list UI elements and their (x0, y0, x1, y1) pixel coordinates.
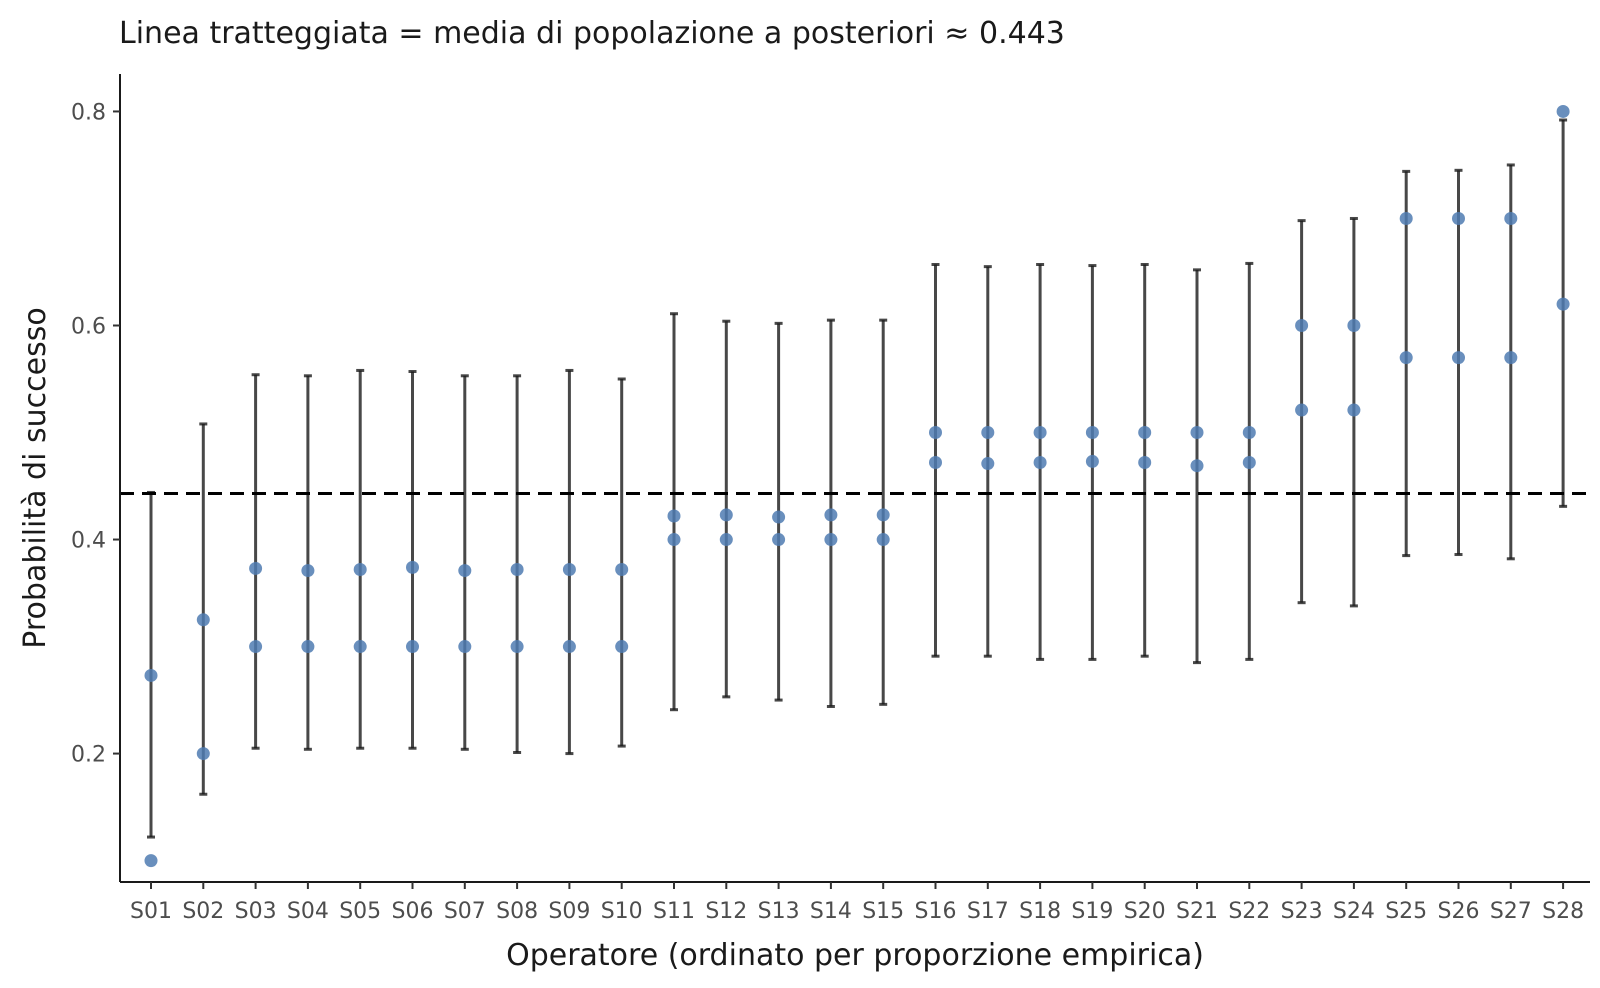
point-empirical (1399, 211, 1413, 225)
point-empirical (458, 640, 472, 654)
point-empirical (876, 533, 890, 547)
point-posterior (1242, 455, 1256, 469)
x-tick-label: S28 (1542, 899, 1584, 924)
x-tick-label: S21 (1176, 899, 1218, 924)
x-tick-label: S24 (1333, 899, 1375, 924)
point-posterior (1504, 351, 1518, 365)
y-axis-ticks: 0.2 0.4 0.6 0.8 (71, 100, 120, 768)
x-tick-label: S08 (496, 899, 538, 924)
point-empirical (667, 533, 681, 547)
point-empirical (1190, 426, 1204, 440)
point-posterior (1138, 455, 1152, 469)
point-empirical (1556, 104, 1570, 118)
point-posterior (1452, 351, 1465, 365)
y-tick-label: 0.8 (71, 100, 106, 125)
x-tick-label: S27 (1490, 899, 1532, 924)
x-tick-label: S02 (182, 899, 224, 924)
point-posterior (458, 564, 472, 578)
x-tick-label: S05 (339, 899, 381, 924)
point-posterior (196, 613, 210, 627)
x-tick-label: S17 (967, 899, 1009, 924)
point-empirical (1504, 211, 1518, 225)
plot-area (120, 104, 1590, 868)
point-posterior (1347, 403, 1361, 417)
point-posterior (510, 563, 524, 577)
point-posterior (1556, 297, 1570, 311)
point-empirical (981, 426, 995, 440)
x-tick-label: S10 (601, 899, 643, 924)
chart-subtitle: Linea tratteggiata = media di popolazion… (119, 16, 1065, 51)
point-posterior (1033, 455, 1047, 469)
x-axis-title: Operatore (ordinato per proporzione empi… (506, 938, 1204, 973)
point-posterior (719, 508, 733, 522)
point-empirical (772, 533, 786, 547)
point-empirical (1033, 426, 1047, 440)
x-tick-label: S18 (1019, 899, 1061, 924)
x-tick-label: S13 (758, 899, 800, 924)
point-empirical (249, 640, 263, 654)
y-tick-label: 0.2 (71, 743, 106, 768)
point-empirical (196, 747, 210, 761)
point-empirical (144, 854, 158, 868)
point-posterior (1085, 454, 1099, 468)
x-tick-label: S16 (915, 899, 957, 924)
point-posterior (301, 564, 315, 578)
point-empirical (1295, 318, 1309, 332)
point-empirical (1085, 426, 1099, 440)
point-empirical (406, 640, 419, 654)
x-tick-label: S04 (287, 899, 329, 924)
point-posterior (876, 508, 890, 522)
point-posterior (1190, 459, 1204, 473)
x-tick-label: S14 (810, 899, 852, 924)
point-posterior (981, 457, 995, 471)
x-tick-label: S15 (862, 899, 904, 924)
x-tick-label: S11 (653, 899, 695, 924)
point-posterior (929, 455, 942, 469)
x-tick-label: S25 (1385, 899, 1427, 924)
point-empirical (1138, 426, 1152, 440)
x-tick-label: S19 (1071, 899, 1113, 924)
point-posterior (406, 560, 419, 574)
point-posterior (772, 510, 786, 524)
x-tick-label: S01 (130, 899, 172, 924)
point-empirical (615, 640, 629, 654)
x-tick-label: S22 (1228, 899, 1270, 924)
point-empirical (1242, 426, 1256, 440)
point-empirical (719, 533, 733, 547)
x-tick-label: S06 (392, 899, 434, 924)
point-empirical (562, 640, 576, 654)
x-tick-label: S20 (1124, 899, 1166, 924)
x-tick-label: S03 (235, 899, 277, 924)
x-tick-label: S09 (548, 899, 590, 924)
point-posterior (353, 563, 367, 577)
point-posterior (144, 668, 158, 682)
point-posterior (615, 563, 629, 577)
point-empirical (353, 640, 367, 654)
point-empirical (301, 640, 315, 654)
point-posterior (667, 509, 681, 523)
x-tick-label: S07 (444, 899, 486, 924)
point-empirical (824, 533, 838, 547)
x-tick-label: S23 (1281, 899, 1323, 924)
x-axis-ticks: S01 S02 S03 S04 S05 S06 S07 S08 S09 S10 S11 S12 S13 S… (130, 882, 1584, 924)
point-posterior (1295, 403, 1309, 417)
x-tick-label: S12 (705, 899, 747, 924)
point-posterior (824, 508, 838, 522)
y-tick-label: 0.6 (71, 314, 106, 339)
point-empirical (510, 640, 524, 654)
x-tick-label: S26 (1438, 899, 1480, 924)
y-axis-title: Probabilità di successo (18, 307, 53, 648)
point-posterior (1399, 351, 1413, 365)
point-empirical (1347, 318, 1361, 332)
point-empirical (1452, 211, 1465, 225)
point-posterior (562, 563, 576, 577)
point-empirical (929, 426, 942, 440)
point-posterior (249, 561, 263, 575)
y-tick-label: 0.4 (71, 529, 106, 554)
